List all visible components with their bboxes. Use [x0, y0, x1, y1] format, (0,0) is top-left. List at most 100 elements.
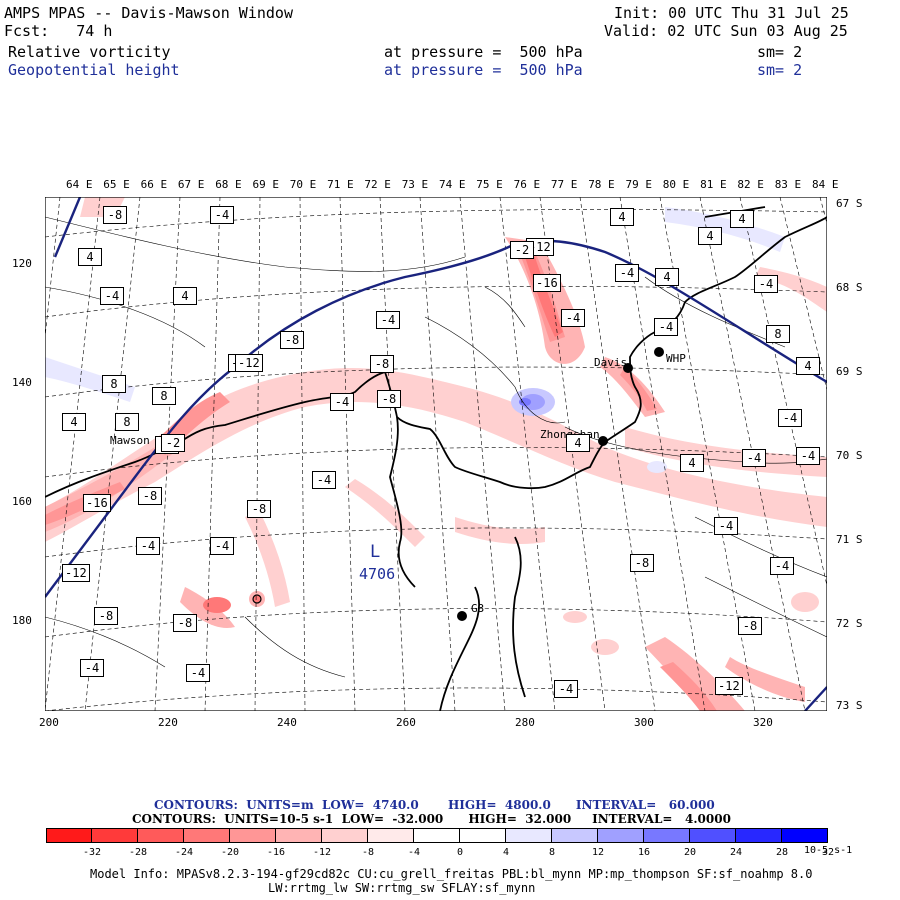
- longitude-label: 79 E: [625, 178, 653, 191]
- colorbar-label: 32: [821, 847, 835, 858]
- contour-value-label: -4: [100, 287, 124, 305]
- longitude-label: 82 E: [737, 178, 764, 191]
- colorbar-segment: [598, 828, 644, 843]
- longitude-label: 68 E: [215, 178, 242, 191]
- contour-value-label: 4: [173, 287, 197, 305]
- colorbar-segment: [460, 828, 506, 843]
- contour-value-label: -4: [186, 664, 210, 682]
- contour-value-label: -8: [173, 614, 197, 632]
- contour-value-label: 8: [115, 413, 139, 431]
- colorbar-units: 10-5 s-1: [804, 845, 853, 856]
- grid-y-label: 120: [12, 257, 32, 270]
- vorticity-contours: [45, 216, 827, 678]
- contour-value-label: -8: [377, 390, 401, 408]
- contour-value-label: 4: [796, 357, 820, 375]
- field2-name: Geopotential height: [8, 61, 180, 79]
- latitude-label: 73 S: [836, 699, 863, 712]
- plot-title: AMPS MPAS -- Davis-Mawson Window: [4, 4, 293, 22]
- colorbar-label: -20: [220, 847, 240, 858]
- grid-x-label: 240: [277, 716, 297, 729]
- colorbar-label: 8: [548, 847, 556, 858]
- colorbar-segment: [46, 828, 92, 843]
- contour-value-label: -4: [754, 275, 778, 293]
- colorbar-label: -16: [266, 847, 286, 858]
- contour-value-label: -8: [103, 206, 127, 224]
- contour-value-label: -4: [554, 680, 578, 698]
- contour-value-label: -4: [778, 409, 802, 427]
- grid-y-label: 180: [12, 614, 32, 627]
- colorbar-segment: [414, 828, 460, 843]
- latitude-label: 67 S: [836, 197, 863, 210]
- longitude-label: 80 E: [662, 178, 690, 191]
- contour-value-label: -8: [280, 331, 304, 349]
- contour-value-label: -16: [533, 274, 561, 292]
- colorbar-label: -12: [312, 847, 332, 858]
- longitude-label: 72 E: [364, 178, 391, 191]
- model-info-line1: Model Info: MPASv8.2.3-194-gf29cd82c CU:…: [90, 867, 813, 881]
- contour-value-label: -4: [561, 309, 585, 327]
- longitude-label: 67 E: [177, 178, 205, 191]
- colorbar-segment: [736, 828, 782, 843]
- contour-value-label: -4: [714, 517, 738, 535]
- forecast-hour: Fcst: 74 h: [4, 22, 113, 40]
- contour-value-label: -4: [376, 311, 400, 329]
- colorbar-label: -8: [361, 847, 375, 858]
- field2-level: at pressure = 500 hPa: [384, 61, 583, 79]
- field1-level: at pressure = 500 hPa: [384, 43, 583, 61]
- contour-value-label: 4: [730, 210, 754, 228]
- colorbar-segment: [230, 828, 276, 843]
- contour-value-label: 4: [62, 413, 86, 431]
- low-marker: L: [370, 542, 381, 562]
- contour-value-label: -4: [654, 318, 678, 336]
- contour-value-label: -2: [510, 241, 534, 259]
- station-whp-label: WHP: [666, 352, 686, 365]
- longitude-label: 65 E: [103, 178, 130, 191]
- longitude-label: 69 E: [252, 178, 280, 191]
- colorbar-label: -32: [82, 847, 102, 858]
- low-value: 4706: [359, 565, 396, 583]
- contour-value-label: -8: [370, 355, 394, 373]
- valid-time: Valid: 02 UTC Sun 03 Aug 25: [604, 22, 848, 40]
- contour-value-label: -8: [247, 500, 271, 518]
- grid-x-label: 260: [396, 716, 416, 729]
- colorbar-segment: [184, 828, 230, 843]
- longitude-label: 76 E: [513, 178, 541, 191]
- contour-value-label: 8: [102, 375, 126, 393]
- grid-x-label: 300: [634, 716, 654, 729]
- longitude-label: 81 E: [700, 178, 727, 191]
- colorbar-segment: [276, 828, 322, 843]
- contour-value-label: -4: [210, 537, 234, 555]
- contour-value-label: -2: [161, 434, 185, 452]
- longitude-label: 83 E: [774, 178, 802, 191]
- colorbar-label: 28: [775, 847, 789, 858]
- colorbar-label: 12: [591, 847, 605, 858]
- contour-value-label: -12: [715, 677, 743, 695]
- grid-y-label: 140: [12, 376, 32, 389]
- contour-value-label: -4: [615, 264, 639, 282]
- vorticity-map: [45, 197, 827, 711]
- colorbar-label: 16: [637, 847, 651, 858]
- contour-value-label: 4: [610, 208, 634, 226]
- longitude-label: 77 E: [550, 178, 578, 191]
- contour-value-label: -16: [83, 494, 111, 512]
- colorbar-segment: [368, 828, 414, 843]
- contour-value-label: 4: [655, 268, 679, 286]
- contour-value-label: 4: [78, 248, 102, 266]
- station-davis-label: Davis: [594, 356, 628, 369]
- contour-value-label: -8: [738, 617, 762, 635]
- field2-smoothing: sm= 2: [757, 61, 803, 79]
- contour-value-label: -8: [138, 487, 162, 505]
- longitude-label: 71 E: [327, 178, 354, 191]
- colorbar-segment: [644, 828, 690, 843]
- contour-value-label: -8: [630, 554, 654, 572]
- longitude-label: 78 E: [588, 178, 615, 191]
- grid-x-label: 320: [753, 716, 773, 729]
- field1-smoothing: sm= 2: [757, 43, 803, 61]
- geopotential-contour-info: CONTOURS: UNITS=m LOW= 4740.0 HIGH= 4800…: [154, 798, 715, 812]
- longitude-label: 70 E: [289, 178, 317, 191]
- longitude-label: 73 E: [401, 178, 429, 191]
- contour-value-label: -12: [62, 564, 90, 582]
- contour-value-label: -4: [796, 447, 820, 465]
- colorbar-label: -24: [174, 847, 194, 858]
- contour-value-label: -4: [312, 471, 336, 489]
